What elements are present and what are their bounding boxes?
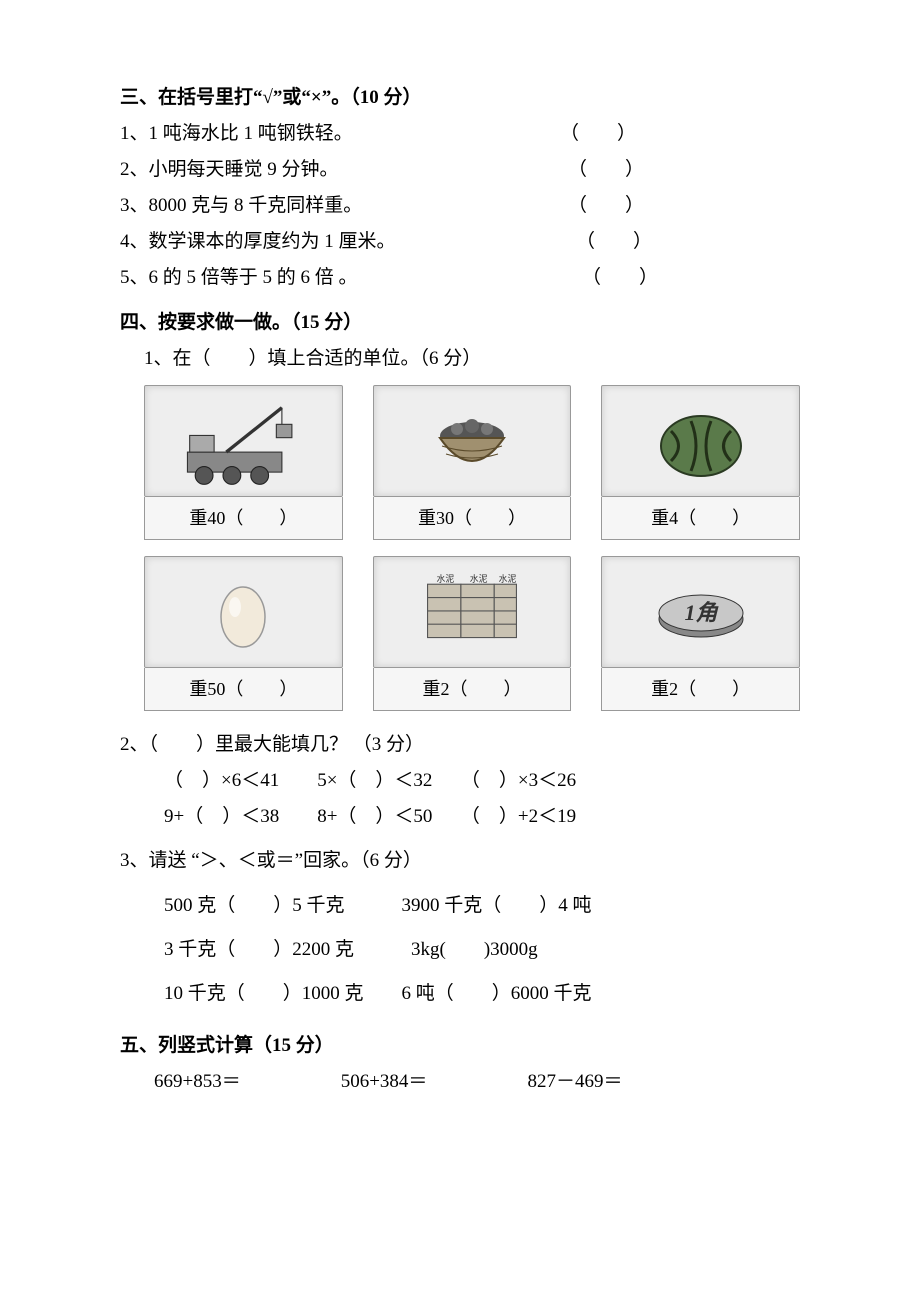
tf-item: 2、小明每天睡觉 9 分钟。 （ ） bbox=[120, 152, 800, 188]
unit-caption[interactable]: 重2（ ） bbox=[373, 668, 572, 711]
q4-3-row[interactable]: 500 克（ ）5 千克 3900 千克（ ）4 吨 bbox=[120, 888, 800, 924]
unit-caption[interactable]: 重40（ ） bbox=[144, 497, 343, 540]
cement-icon: 水泥 水泥 水泥 bbox=[373, 556, 572, 668]
vertical-calc-row: 669+853＝ 506+384＝ 827－469＝ bbox=[120, 1064, 800, 1100]
tf-num: 4、 bbox=[120, 231, 149, 252]
tf-text: 8000 克与 8 千克同样重。 bbox=[149, 195, 363, 216]
tf-item: 3、8000 克与 8 千克同样重。 （ ） bbox=[120, 188, 800, 224]
unit-row: 重40（ ） 重30（ ） 重4（ ） bbox=[120, 385, 800, 540]
tf-blank[interactable]: （ ） bbox=[568, 188, 644, 224]
svg-text:1角: 1角 bbox=[684, 600, 719, 625]
unit-row: 重50（ ） 水泥 水泥 水泥 重2（ ） 1角 重2（ ） bbox=[120, 556, 800, 711]
crane-truck-icon bbox=[144, 385, 343, 497]
svg-text:水泥: 水泥 bbox=[470, 573, 488, 584]
unit-cell: 重50（ ） bbox=[144, 556, 343, 711]
calc-problem[interactable]: 506+384＝ bbox=[341, 1064, 428, 1100]
q4-1-title: 1、在（ ）填上合适的单位。（6 分） bbox=[120, 341, 800, 377]
unit-cell: 水泥 水泥 水泥 重2（ ） bbox=[373, 556, 572, 711]
section-5-header: 五、列竖式计算（15 分） bbox=[120, 1028, 800, 1064]
calc-problem[interactable]: 827－469＝ bbox=[527, 1064, 622, 1100]
calc-problem[interactable]: 669+853＝ bbox=[154, 1064, 241, 1100]
svg-text:水泥: 水泥 bbox=[436, 573, 454, 584]
unit-cell: 重4（ ） bbox=[601, 385, 800, 540]
unit-cell: 重40（ ） bbox=[144, 385, 343, 540]
tf-text: 6 的 5 倍等于 5 的 6 倍 。 bbox=[149, 267, 358, 288]
egg-icon bbox=[144, 556, 343, 668]
unit-caption[interactable]: 重50（ ） bbox=[144, 668, 343, 711]
q4-3-row[interactable]: 10 千克（ ）1000 克 6 吨（ ）6000 千克 bbox=[120, 976, 800, 1012]
coin-icon: 1角 bbox=[601, 556, 800, 668]
q4-2-row[interactable]: （ ）×6＜41 5×（ ）＜32 （ ）×3＜26 bbox=[120, 763, 800, 799]
tf-text: 1 吨海水比 1 吨钢铁轻。 bbox=[149, 123, 353, 144]
watermelon-icon bbox=[601, 385, 800, 497]
unit-caption[interactable]: 重2（ ） bbox=[601, 668, 800, 711]
q4-2-row[interactable]: 9+（ ）＜38 8+（ ）＜50 （ ）+2＜19 bbox=[120, 799, 800, 835]
tf-text: 小明每天睡觉 9 分钟。 bbox=[149, 159, 339, 180]
unit-caption[interactable]: 重30（ ） bbox=[373, 497, 572, 540]
tf-text: 数学课本的厚度约为 1 厘米。 bbox=[149, 231, 396, 252]
tf-blank[interactable]: （ ） bbox=[582, 260, 658, 296]
tf-num: 3、 bbox=[120, 195, 149, 216]
q4-3-title: 3、请送 “＞、＜或＝”回家。（6 分） bbox=[120, 843, 800, 879]
unit-cell: 1角 重2（ ） bbox=[601, 556, 800, 711]
q4-3-row[interactable]: 3 千克（ ）2200 克 3kg( )3000g bbox=[120, 932, 800, 968]
tf-num: 5、 bbox=[120, 267, 149, 288]
tf-num: 1、 bbox=[120, 123, 149, 144]
tf-item: 1、1 吨海水比 1 吨钢铁轻。 （ ） bbox=[120, 116, 800, 152]
section-3-header: 三、在括号里打“√”或“×”。（10 分） bbox=[120, 80, 800, 116]
tf-blank[interactable]: （ ） bbox=[576, 224, 652, 260]
tf-blank[interactable]: （ ） bbox=[560, 116, 636, 152]
basket-icon bbox=[373, 385, 572, 497]
unit-cell: 重30（ ） bbox=[373, 385, 572, 540]
q4-2-title: 2、（ ）里最大能填几？ （3 分） bbox=[120, 727, 800, 763]
section-4-header: 四、按要求做一做。（15 分） bbox=[120, 305, 800, 341]
tf-num: 2、 bbox=[120, 159, 149, 180]
unit-caption[interactable]: 重4（ ） bbox=[601, 497, 800, 540]
tf-blank[interactable]: （ ） bbox=[568, 152, 644, 188]
tf-item: 5、6 的 5 倍等于 5 的 6 倍 。 （ ） bbox=[120, 260, 800, 296]
svg-text:水泥: 水泥 bbox=[499, 573, 517, 584]
tf-item: 4、数学课本的厚度约为 1 厘米。 （ ） bbox=[120, 224, 800, 260]
